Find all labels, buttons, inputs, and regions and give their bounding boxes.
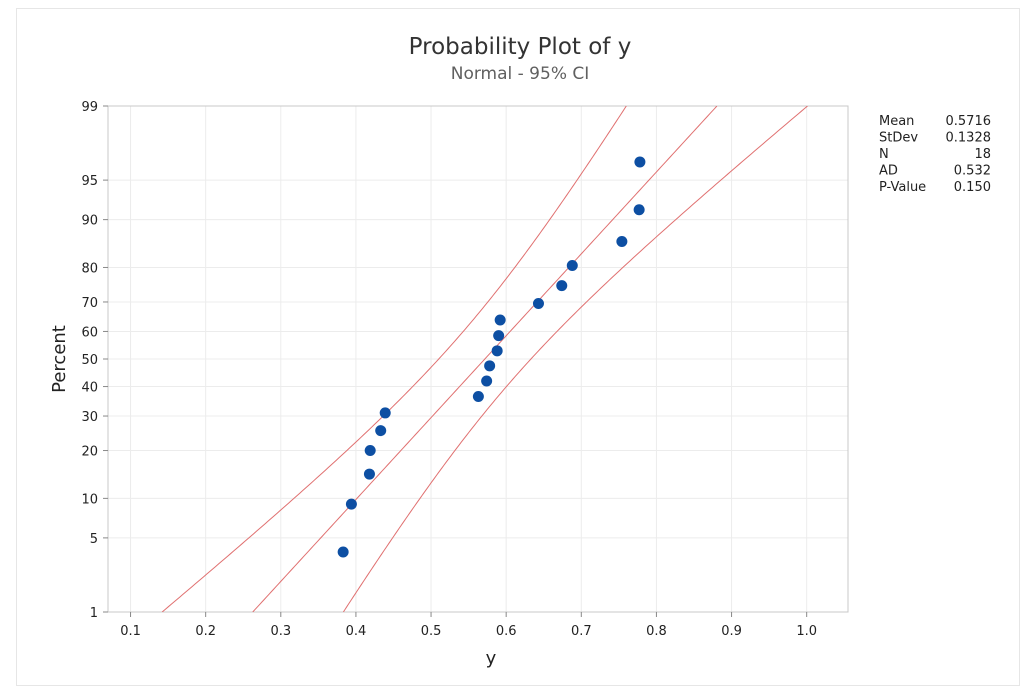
stat-value: 0.1328 (946, 131, 992, 146)
data-point (345, 498, 357, 510)
y-axis-ticks: 1 5 10 20 30 40 50 60 70 80 90 95 99 (81, 100, 108, 621)
x-tick-label: 0.2 (195, 624, 216, 639)
stat-value: 0.5716 (946, 114, 992, 129)
stat-label: StDev (879, 131, 918, 146)
y-tick-label: 90 (81, 214, 98, 229)
data-point (484, 360, 496, 372)
y-tick-label: 10 (81, 492, 98, 507)
y-axis-label: Percent (49, 325, 70, 393)
gridlines (108, 105, 848, 613)
stats-table: Mean 0.5716 StDev 0.1328 N 18 AD 0.532 P-Value 0.… (879, 114, 991, 195)
y-tick-label: 99 (81, 100, 98, 115)
y-tick-label: 1 (90, 606, 98, 621)
data-point (379, 407, 391, 419)
stat-label: Mean (879, 114, 914, 129)
data-point (566, 260, 578, 272)
y-tick-label: 95 (81, 174, 98, 189)
fit-line (252, 106, 718, 612)
data-point (616, 236, 628, 248)
ci-lower-band (342, 106, 808, 612)
stat-label: P-Value (879, 180, 926, 195)
y-tick-label: 5 (90, 532, 98, 547)
data-point (363, 468, 375, 480)
x-tick-label: 1.0 (796, 624, 817, 639)
x-tick-label: 0.5 (421, 624, 442, 639)
chart-title: Probability Plot of y (409, 34, 632, 60)
fit-and-ci-lines (161, 106, 808, 612)
data-point (634, 156, 646, 168)
data-point (493, 330, 505, 342)
data-point (481, 375, 493, 387)
x-tick-label: 0.9 (721, 624, 742, 639)
x-tick-label: 0.3 (270, 624, 291, 639)
data-point (556, 280, 568, 292)
y-tick-label: 30 (81, 410, 98, 425)
ci-upper-band (161, 106, 627, 612)
stat-value: 0.150 (954, 180, 991, 195)
x-tick-label: 0.8 (646, 624, 667, 639)
y-tick-label: 70 (81, 296, 98, 311)
stat-value: 18 (974, 147, 991, 162)
y-tick-label: 60 (81, 325, 98, 340)
data-point (633, 204, 645, 216)
data-point (337, 546, 349, 558)
data-point (532, 298, 544, 310)
x-tick-label: 0.7 (571, 624, 592, 639)
y-tick-label: 20 (81, 445, 98, 460)
probability-plot: Probability Plot of y Normal - 95% CI 0.… (49, 34, 991, 669)
data-points (337, 156, 646, 558)
chart-subtitle: Normal - 95% CI (451, 64, 590, 84)
x-axis-label: y (486, 648, 497, 669)
stat-value: 0.532 (954, 164, 991, 179)
stat-label: N (879, 147, 889, 162)
y-tick-label: 40 (81, 381, 98, 396)
chart-frame: Probability Plot of y Normal - 95% CI 0.… (16, 8, 1020, 686)
x-tick-label: 0.6 (496, 624, 517, 639)
x-axis-ticks: 0.1 0.2 0.3 0.4 0.5 0.6 0.7 0.8 0.9 1.0 (120, 612, 817, 639)
stat-label: AD (879, 164, 898, 179)
data-point (375, 425, 387, 437)
x-tick-label: 0.1 (120, 624, 141, 639)
y-tick-label: 50 (81, 353, 98, 368)
data-point (494, 314, 506, 326)
data-point (364, 445, 376, 457)
data-point (491, 345, 503, 357)
y-tick-label: 80 (81, 261, 98, 276)
data-point (472, 391, 484, 403)
x-tick-label: 0.4 (346, 624, 367, 639)
